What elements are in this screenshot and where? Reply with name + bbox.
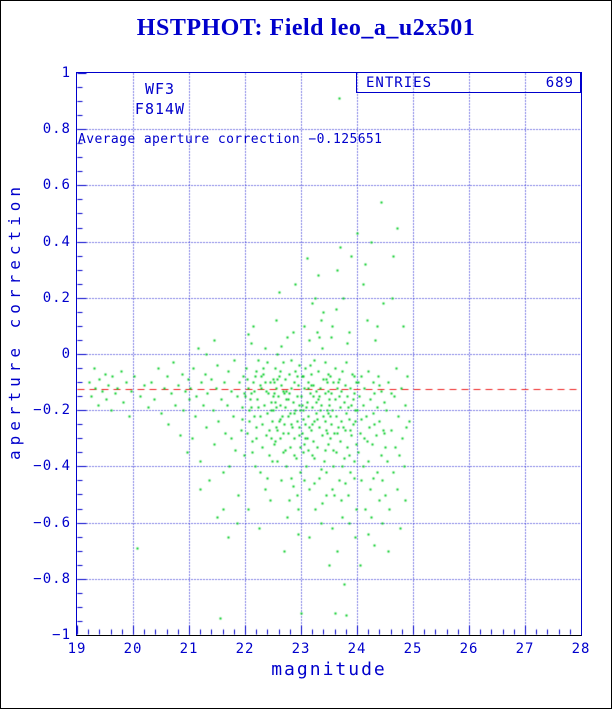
y-tick-label: 0.6 — [42, 177, 71, 194]
y-tick-label: 1 — [61, 65, 71, 81]
entries-label: ENTRIES — [366, 74, 433, 91]
x-tick-label: 24 — [347, 641, 367, 657]
x-tick-label: 27 — [515, 641, 535, 657]
x-axis-title: magnitude — [271, 659, 387, 680]
y-tick-label: −0.2 — [33, 402, 71, 419]
x-tick-label: 26 — [459, 641, 479, 657]
scatter-canvas — [77, 73, 581, 635]
average-correction-annotation: Average aperture correction −0.125651 — [78, 132, 383, 147]
x-tick-label: 28 — [571, 641, 591, 657]
y-tick-label: 0.8 — [42, 121, 71, 138]
y-tick-label: 0.4 — [42, 233, 71, 250]
y-tick-label: −0.8 — [33, 570, 71, 587]
x-tick-label: 23 — [291, 641, 311, 657]
entries-value: 689 — [545, 74, 574, 91]
y-tick-label: 0.2 — [42, 289, 71, 306]
x-tick-label: 19 — [67, 641, 87, 657]
y-tick-label: −0.6 — [33, 514, 71, 531]
x-tick-label: 21 — [179, 641, 199, 657]
y-tick-label: −1 — [52, 627, 71, 643]
x-tick-label: 22 — [235, 641, 255, 657]
y-tick-label: −0.4 — [33, 458, 71, 475]
x-tick-label: 20 — [123, 641, 143, 657]
entries-box: ENTRIES 689 — [356, 72, 581, 93]
page-title: HSTPHOT: Field leo_a_u2x501 — [136, 15, 476, 41]
plot-area: ENTRIES 689 WF3 F814W Average aperture c… — [5, 65, 589, 680]
camera-label: WF3 — [144, 80, 176, 98]
y-tick-label: 0 — [61, 346, 71, 362]
filter-label: F814W — [134, 100, 186, 118]
x-tick-label: 25 — [403, 641, 423, 657]
